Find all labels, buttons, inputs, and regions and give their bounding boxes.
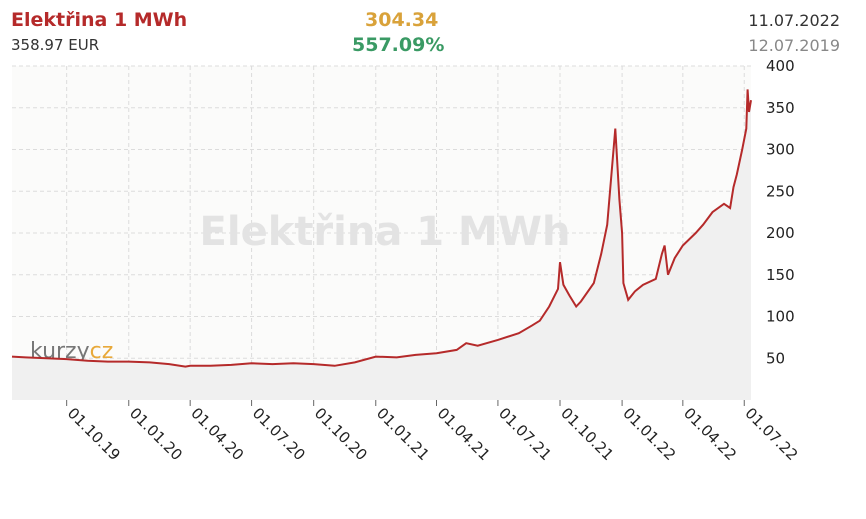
series-area xyxy=(12,89,751,401)
x-tick-label: 01.01.22 xyxy=(619,404,679,464)
y-tick-label: 50 xyxy=(766,349,785,367)
chart-header: Elektřina 1 MWh 358.97 EUR 304.34 557.09… xyxy=(0,0,866,60)
y-tick-label: 300 xyxy=(766,141,795,159)
chart-title: Elektřina 1 MWh xyxy=(11,9,188,31)
y-axis: 50 100 150 200 250 300 350 400 xyxy=(766,57,795,367)
x-tick-label: 01.01.20 xyxy=(126,404,186,464)
y-tick-label: 400 xyxy=(766,57,795,75)
y-tick-label: 250 xyxy=(766,182,795,200)
y-tick-label: 200 xyxy=(766,224,795,242)
watermark: Elektřina 1 MWh xyxy=(200,209,571,255)
y-tick-label: 150 xyxy=(766,266,795,284)
x-tick-label: 01.04.22 xyxy=(680,404,740,464)
x-tick-label: 01.04.21 xyxy=(434,404,494,464)
x-tick-label: 01.10.21 xyxy=(557,404,617,464)
x-tick-label: 01.04.20 xyxy=(187,404,247,464)
x-tick-label: 01.07.21 xyxy=(495,404,555,464)
x-tick-label: 01.01.21 xyxy=(373,404,433,464)
series-line xyxy=(11,89,752,368)
change-percent: 557.09% xyxy=(352,34,445,56)
end-date: 11.07.2022 xyxy=(748,11,840,30)
x-tick-label: 01.07.22 xyxy=(741,404,801,464)
change-value: 304.34 xyxy=(365,9,439,31)
logo-cz: cz xyxy=(90,339,114,364)
start-date: 12.07.2019 xyxy=(748,36,840,55)
x-tick-label: 01.07.20 xyxy=(249,404,309,464)
y-tick-label: 350 xyxy=(766,99,795,117)
y-tick-label: 100 xyxy=(766,308,795,326)
x-tick-label: 01.10.20 xyxy=(311,404,371,464)
x-axis: 01.10.19 01.01.20 01.04.20 01.07.20 01.10.20… xyxy=(64,400,801,464)
x-tick-label: 01.10.19 xyxy=(64,404,124,464)
current-price: 358.97 EUR xyxy=(11,36,100,54)
